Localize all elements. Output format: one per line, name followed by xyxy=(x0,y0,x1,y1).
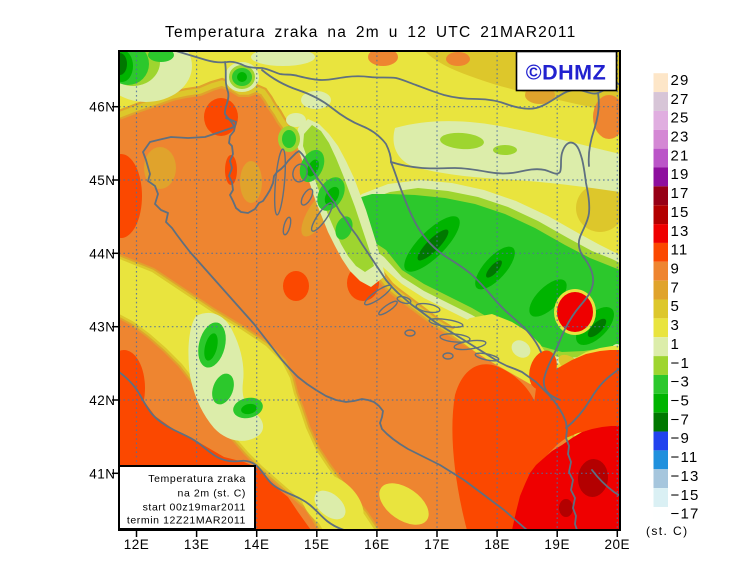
svg-text:−13: −13 xyxy=(671,468,700,485)
svg-text:−9: −9 xyxy=(671,430,691,447)
svg-text:©DHMZ: ©DHMZ xyxy=(526,61,606,85)
svg-text:41N: 41N xyxy=(89,466,115,481)
svg-text:46N: 46N xyxy=(89,100,115,115)
svg-text:termin 12Z21MAR2011: termin 12Z21MAR2011 xyxy=(127,515,246,527)
svg-text:19: 19 xyxy=(671,166,690,183)
svg-text:43N: 43N xyxy=(89,320,115,335)
svg-text:3: 3 xyxy=(671,317,681,334)
svg-text:29: 29 xyxy=(671,72,690,89)
svg-text:44N: 44N xyxy=(89,246,115,261)
svg-text:−7: −7 xyxy=(671,411,691,428)
svg-text:19E: 19E xyxy=(544,537,570,552)
svg-text:20E: 20E xyxy=(605,537,631,552)
svg-text:1: 1 xyxy=(671,336,681,353)
svg-text:21: 21 xyxy=(671,147,690,164)
svg-text:13E: 13E xyxy=(184,537,210,552)
svg-text:−1: −1 xyxy=(671,355,691,372)
svg-text:15E: 15E xyxy=(304,537,330,552)
svg-text:na 2m (st. C): na 2m (st. C) xyxy=(178,488,246,500)
svg-text:15: 15 xyxy=(671,204,690,221)
svg-text:(st. C): (st. C) xyxy=(646,524,688,538)
svg-text:−15: −15 xyxy=(671,487,700,504)
svg-text:23: 23 xyxy=(671,128,690,145)
svg-text:Temperatura zraka na 2m u 12 U: Temperatura zraka na 2m u 12 UTC 21MAR20… xyxy=(165,24,576,41)
svg-text:−17: −17 xyxy=(671,506,700,523)
svg-text:45N: 45N xyxy=(89,173,115,188)
svg-text:−3: −3 xyxy=(671,374,691,391)
svg-text:7: 7 xyxy=(671,279,681,296)
svg-text:17: 17 xyxy=(671,185,690,202)
svg-text:17E: 17E xyxy=(424,537,450,552)
svg-text:−5: −5 xyxy=(671,393,691,410)
svg-text:5: 5 xyxy=(671,298,681,315)
svg-text:start 00z19mar2011: start 00z19mar2011 xyxy=(143,502,246,514)
svg-text:27: 27 xyxy=(671,91,690,108)
svg-text:12E: 12E xyxy=(124,537,150,552)
svg-text:16E: 16E xyxy=(364,537,390,552)
svg-text:9: 9 xyxy=(671,261,681,278)
svg-text:14E: 14E xyxy=(244,537,270,552)
svg-text:Temperatura zraka: Temperatura zraka xyxy=(148,473,246,485)
svg-text:13: 13 xyxy=(671,223,690,240)
svg-text:42N: 42N xyxy=(89,393,115,408)
svg-text:−11: −11 xyxy=(671,449,699,466)
svg-text:11: 11 xyxy=(671,242,689,259)
svg-text:18E: 18E xyxy=(484,537,510,552)
svg-text:25: 25 xyxy=(671,110,690,127)
